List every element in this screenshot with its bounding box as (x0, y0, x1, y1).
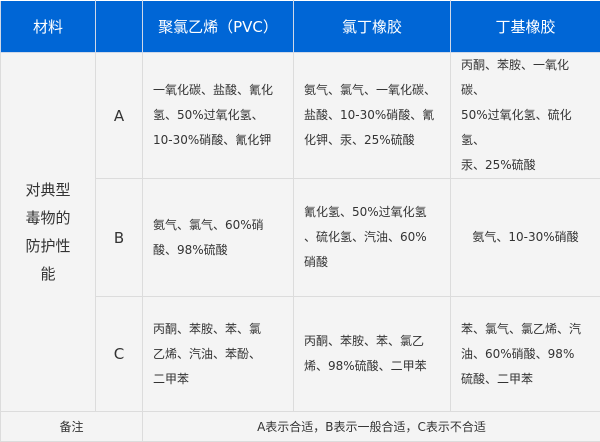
cell-line: 油、60%硝酸、98% (461, 342, 590, 367)
cell-line: 丙酮、苯胺、苯、氯 (153, 317, 283, 342)
cell-line: 硫酸、二甲苯 (461, 367, 590, 392)
cell-line: 氰化氢、50%过氧化氢 (304, 200, 440, 225)
cell-line: 盐酸、10-30%硝酸、氰 (304, 103, 440, 128)
header-pvc: 聚氯乙烯（PVC） (143, 1, 294, 53)
cell-line: 化钾、汞、25%硫酸 (304, 128, 440, 153)
cell-line: 丙酮、苯胺、一氧化碳、 (461, 53, 590, 103)
cell-line: 氨气、氯气、60%硝 (153, 213, 283, 238)
cell: 丙酮、苯胺、苯、氯乙烯、98%硫酸、二甲苯 (294, 297, 451, 412)
cell-line: 汞、25%硫酸 (461, 153, 590, 178)
footer-text: A表示合适，B表示一般合适，C表示不合适 (143, 412, 600, 442)
header-butyl: 丁基橡胶 (451, 1, 600, 53)
cell-line: 二甲苯 (153, 367, 283, 392)
header-neoprene: 氯丁橡胶 (294, 1, 451, 53)
cell: 氨气、氯气、一氧化碳、盐酸、10-30%硝酸、氰化钾、汞、25%硫酸 (294, 53, 451, 179)
cell-line: 一氧化碳、盐酸、氰化 (153, 78, 283, 103)
cell-line: 乙烯、汽油、苯酚、 (153, 342, 283, 367)
header-row: 材料 聚氯乙烯（PVC） 氯丁橡胶 丁基橡胶 (1, 1, 600, 53)
row-label-line: 毒物的 (1, 204, 95, 232)
row-label: 对典型 毒物的 防护性 能 (1, 53, 96, 412)
header-grade (96, 1, 143, 53)
cell-line: 、硫化氢、汽油、60% (304, 225, 440, 250)
cell: 氨气、10-30%硝酸 (451, 179, 600, 297)
cell-line: 苯、氯气、氯乙烯、汽 (461, 317, 590, 342)
row-label-line: 对典型 (1, 176, 95, 204)
footer-label: 备注 (1, 412, 143, 442)
cell: 苯、氯气、氯乙烯、汽油、60%硝酸、98%硫酸、二甲苯 (451, 297, 600, 412)
cell: 丙酮、苯胺、苯、氯乙烯、汽油、苯酚、二甲苯 (143, 297, 294, 412)
cell-line: 氨气、10-30%硝酸 (461, 225, 590, 250)
cell: 氨气、氯气、60%硝酸、98%硫酸 (143, 179, 294, 297)
cell-line: 烯、98%硫酸、二甲苯 (304, 354, 440, 379)
cell-line: 硝酸 (304, 250, 440, 275)
cell-line: 50%过氧化氢、硫化氢、 (461, 103, 590, 153)
grade-cell: B (96, 179, 143, 297)
cell-line: 氢、50%过氧化氢、 (153, 103, 283, 128)
header-material: 材料 (1, 1, 96, 53)
cell: 一氧化碳、盐酸、氰化氢、50%过氧化氢、10-30%硝酸、氰化钾 (143, 53, 294, 179)
cell: 丙酮、苯胺、一氧化碳、50%过氧化氢、硫化氢、汞、25%硫酸 (451, 53, 600, 179)
table-row: 对典型 毒物的 防护性 能 A 一氧化碳、盐酸、氰化氢、50%过氧化氢、10-3… (1, 53, 600, 179)
grade-cell: A (96, 53, 143, 179)
row-label-line: 防护性 (1, 232, 95, 260)
cell-line: 10-30%硝酸、氰化钾 (153, 128, 283, 153)
row-label-line: 能 (1, 260, 95, 288)
cell-line: 丙酮、苯胺、苯、氯乙 (304, 329, 440, 354)
cell: 氰化氢、50%过氧化氢、硫化氢、汽油、60%硝酸 (294, 179, 451, 297)
footer-row: 备注 A表示合适，B表示一般合适，C表示不合适 (1, 412, 600, 442)
cell-line: 氨气、氯气、一氧化碳、 (304, 78, 440, 103)
cell-line: 酸、98%硫酸 (153, 238, 283, 263)
grade-cell: C (96, 297, 143, 412)
